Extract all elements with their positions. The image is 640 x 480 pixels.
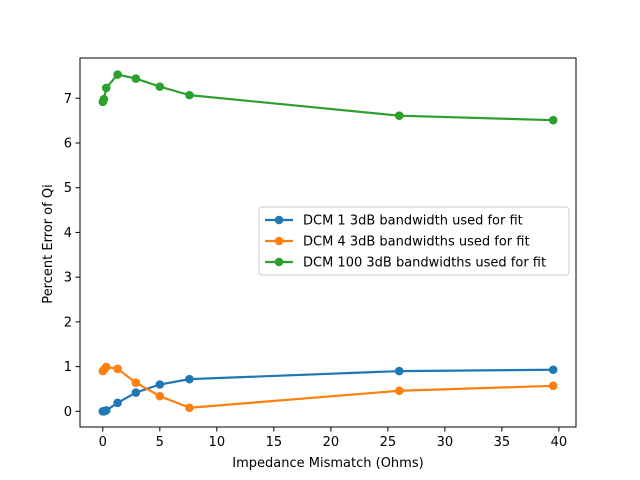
plot-area [98,70,558,416]
legend-item-3: DCM 100 3dB bandwidths used for fit [265,256,546,271]
legend-label: DCM 4 3dB bandwidths used for fit [303,235,530,250]
series-3 [98,70,558,125]
legend-marker [274,236,284,246]
data-point [101,83,111,93]
legend-marker [274,257,284,267]
legend: DCM 1 3dB bandwidth used for fit DCM 4 3d… [258,206,570,276]
y-tick-label: 0 [64,405,72,420]
data-point [113,70,122,79]
y-tick-label: 4 [64,226,72,241]
series-1 [98,365,558,416]
data-point [394,366,404,376]
series-2 [98,362,558,413]
data-point [185,374,194,384]
data-point [548,115,558,125]
data-point [155,380,165,389]
x-tick-label: 35 [494,435,511,450]
x-tick-label: 30 [437,435,454,450]
y-tick-label: 1 [64,360,72,375]
y-tick-label: 2 [64,315,72,330]
y-axis-label: Percent Error of Qi [41,184,56,303]
legend-box [258,206,570,276]
legend-marker [274,215,284,225]
data-point [113,398,122,408]
data-point [155,391,165,401]
data-point [548,365,558,375]
data-point [131,74,141,83]
x-tick-label: 20 [323,435,340,450]
x-axis-label: Impedance Mismatch (Ohms) [232,456,423,471]
legend-label: DCM 1 3dB bandwidth used for fit [303,214,523,229]
x-tick-label: 25 [380,435,397,450]
x-tick-label: 15 [266,435,283,450]
y-tick-label: 7 [64,92,72,107]
data-point [548,381,558,391]
data-point [394,386,404,396]
data-point [131,388,141,397]
y-tick-label: 3 [64,271,72,286]
axes-frame [79,57,577,428]
legend-item-1: DCM 1 3dB bandwidth used for fit [265,214,523,229]
data-point [101,406,111,415]
data-point [101,362,111,372]
x-tick-label: 5 [156,435,164,450]
data-point [394,111,404,120]
data-point [185,90,194,100]
legend-item-2: DCM 4 3dB bandwidths used for fit [265,235,530,250]
x-tick-label: 40 [551,435,568,450]
data-point [131,378,141,388]
y-tick-label: 6 [64,136,72,151]
y-tick-label: 5 [64,181,72,196]
x-tick-label: 0 [99,435,107,450]
data-point [99,94,109,104]
legend-label: DCM 100 3dB bandwidths used for fit [303,256,546,271]
data-point [155,82,165,91]
x-tick-label: 10 [209,435,226,450]
data-point [185,403,194,413]
axes: 0 5 10 15 20 25 30 35 40 0 1 2 3 4 5 6 7 [64,57,577,450]
data-point [113,364,122,374]
